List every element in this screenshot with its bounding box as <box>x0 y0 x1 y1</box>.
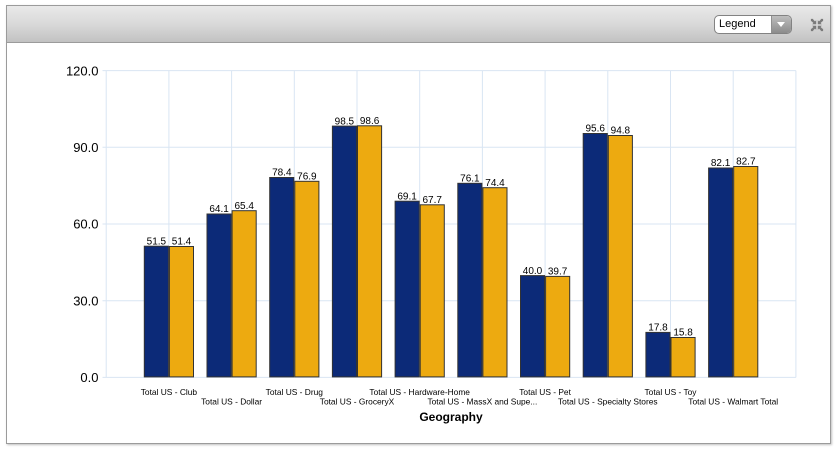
svg-text:Total US - GroceryX: Total US - GroceryX <box>320 396 395 406</box>
svg-text:Total US - Pet: Total US - Pet <box>519 387 571 397</box>
svg-text:Total US - Specialty Stores: Total US - Specialty Stores <box>558 396 658 406</box>
svg-text:76.1: 76.1 <box>460 174 480 185</box>
svg-text:Total US - Toy: Total US - Toy <box>645 387 698 397</box>
svg-text:90.0: 90.0 <box>73 140 98 155</box>
svg-text:Total US - Drug: Total US - Drug <box>266 387 324 397</box>
svg-text:Total US - MassX and Supe...: Total US - MassX and Supe... <box>427 396 537 406</box>
svg-text:98.6: 98.6 <box>360 116 380 127</box>
svg-text:39.7: 39.7 <box>548 267 568 278</box>
svg-text:64.1: 64.1 <box>209 204 229 215</box>
svg-text:Total US - Dollar: Total US - Dollar <box>201 396 262 406</box>
svg-text:69.1: 69.1 <box>397 191 417 202</box>
svg-text:Total US - Walmart Total: Total US - Walmart Total <box>688 396 778 406</box>
svg-text:82.1: 82.1 <box>711 158 731 169</box>
svg-text:Total US - Hardware-Home: Total US - Hardware-Home <box>369 387 470 397</box>
svg-text:30.0: 30.0 <box>73 293 98 308</box>
svg-text:51.5: 51.5 <box>147 236 167 247</box>
svg-text:94.8: 94.8 <box>611 126 631 137</box>
svg-text:98.5: 98.5 <box>335 116 355 127</box>
svg-text:67.7: 67.7 <box>422 195 442 206</box>
svg-text:74.4: 74.4 <box>485 178 505 189</box>
svg-text:78.4: 78.4 <box>272 168 292 179</box>
svg-text:60.0: 60.0 <box>73 217 98 232</box>
svg-text:Total US - Club: Total US - Club <box>141 387 198 397</box>
svg-text:82.7: 82.7 <box>736 157 756 168</box>
svg-text:65.4: 65.4 <box>234 201 254 212</box>
svg-text:76.9: 76.9 <box>297 172 317 183</box>
svg-text:17.8: 17.8 <box>648 323 668 334</box>
svg-text:15.8: 15.8 <box>673 328 693 339</box>
svg-text:0.0: 0.0 <box>80 370 98 385</box>
svg-text:40.0: 40.0 <box>523 266 543 277</box>
svg-text:95.6: 95.6 <box>585 124 605 135</box>
svg-text:Geography: Geography <box>419 410 483 424</box>
svg-text:51.4: 51.4 <box>172 237 192 248</box>
svg-text:120.0: 120.0 <box>66 63 99 78</box>
